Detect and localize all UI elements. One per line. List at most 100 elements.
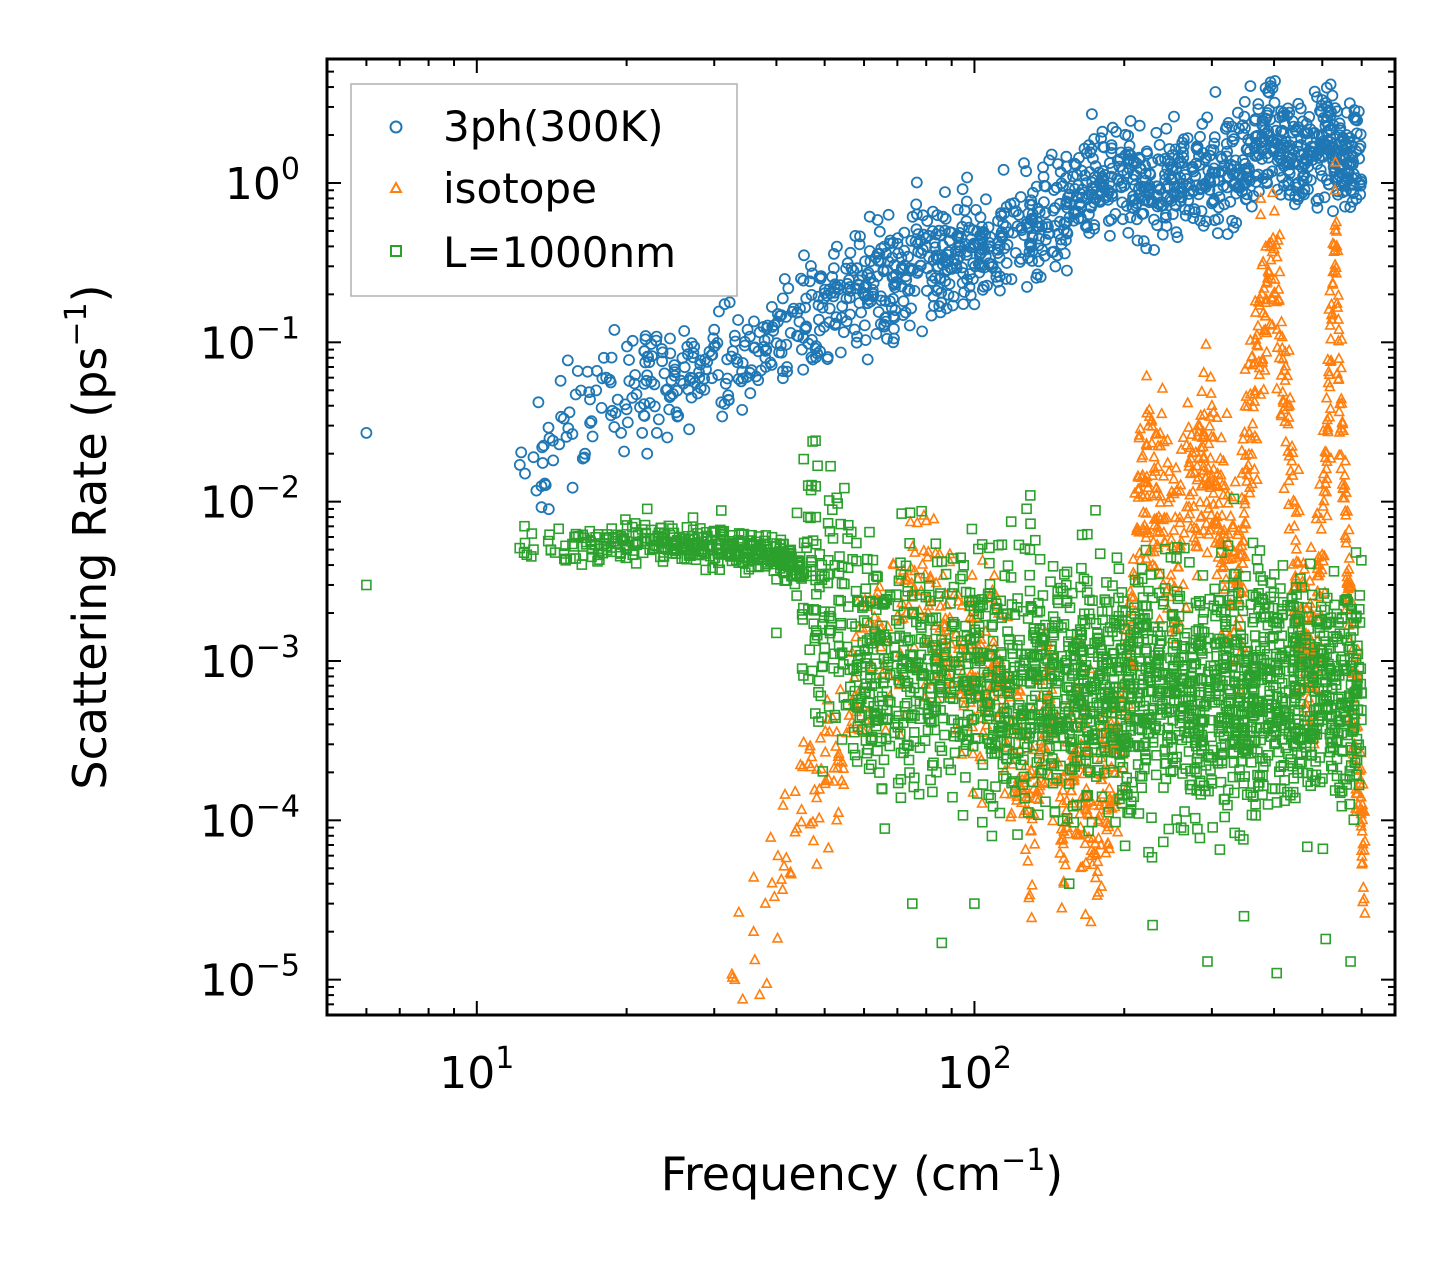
- data-point: [1177, 768, 1188, 779]
- data-point: [1326, 89, 1339, 102]
- data-point: [1211, 227, 1224, 240]
- data-point: [1347, 111, 1360, 124]
- data-point: [895, 792, 907, 804]
- data-point: [1105, 716, 1117, 728]
- data-point: [966, 523, 978, 535]
- data-point: [605, 351, 618, 364]
- data-point: [753, 988, 766, 1000]
- data-point: [1056, 796, 1069, 808]
- data-point: [1057, 874, 1070, 887]
- data-point: [1203, 785, 1214, 797]
- data-point: [816, 559, 828, 571]
- data-point: [1240, 192, 1253, 205]
- data-point: [1046, 814, 1059, 826]
- data-point: [1005, 516, 1017, 527]
- data-point: [1197, 523, 1210, 536]
- data-point: [977, 226, 989, 239]
- data-point: [1275, 368, 1288, 380]
- data-point: [1104, 229, 1116, 242]
- data-point: [1133, 428, 1146, 440]
- data-point: [1033, 205, 1046, 218]
- data-point: [983, 236, 995, 249]
- data-point: [1324, 662, 1335, 674]
- data-point: [1148, 518, 1161, 530]
- data-point: [1230, 677, 1241, 689]
- data-point: [1111, 825, 1124, 837]
- data-point: [668, 369, 681, 382]
- data-point: [1318, 588, 1330, 599]
- data-point: [1329, 155, 1342, 167]
- data-point: [1136, 724, 1148, 736]
- data-point: [1304, 123, 1317, 136]
- data-point: [1240, 389, 1253, 401]
- data-point: [1330, 266, 1343, 278]
- data-point: [1219, 122, 1232, 135]
- data-point: [1305, 558, 1316, 570]
- data-point: [893, 618, 905, 630]
- data-point: [805, 260, 817, 272]
- data-point: [698, 372, 711, 385]
- data-point: [997, 758, 1009, 770]
- data-point: [1025, 238, 1037, 251]
- data-point: [1093, 699, 1105, 711]
- data-point: [983, 789, 994, 801]
- data-point: [1136, 782, 1147, 794]
- data-point: [1208, 162, 1220, 175]
- data-point: [1157, 469, 1170, 481]
- data-point: [1047, 560, 1059, 572]
- data-point: [1079, 618, 1091, 630]
- data-point: [656, 346, 669, 359]
- data-point: [1046, 640, 1057, 652]
- data-point: [900, 560, 912, 572]
- data-point: [921, 215, 934, 227]
- data-point: [591, 364, 603, 377]
- data-point: [1315, 644, 1326, 655]
- data-point: [1058, 851, 1070, 863]
- data-point: [1234, 771, 1245, 783]
- data-point: [1226, 120, 1238, 133]
- data-point: [904, 767, 915, 778]
- data-point: [948, 581, 960, 593]
- data-point: [1083, 208, 1095, 221]
- data-point: [1191, 459, 1204, 471]
- data-point: [782, 282, 795, 295]
- data-point: [1321, 509, 1333, 521]
- data-point: [825, 460, 836, 472]
- data-point: [1146, 489, 1159, 501]
- data-point: [1353, 661, 1365, 673]
- data-point: [1336, 415, 1349, 427]
- data-point: [814, 548, 826, 560]
- data-point: [1338, 468, 1351, 480]
- series-3ph-300k-: [360, 75, 1368, 516]
- data-point: [694, 358, 707, 371]
- data-point: [1150, 769, 1162, 781]
- data-point: [1252, 98, 1265, 110]
- data-point: [1119, 128, 1132, 141]
- data-point: [960, 772, 971, 783]
- data-point: [1312, 550, 1325, 562]
- data-point: [1313, 716, 1325, 727]
- data-point: [950, 262, 963, 274]
- data-point: [1055, 901, 1068, 913]
- data-point: [1336, 727, 1348, 739]
- data-point: [987, 619, 999, 631]
- data-point: [1238, 506, 1250, 518]
- data-point: [1259, 295, 1272, 308]
- data-point: [1140, 544, 1152, 556]
- data-point: [1289, 495, 1301, 507]
- data-point: [810, 604, 822, 616]
- data-point: [1101, 577, 1112, 588]
- data-point: [1317, 656, 1329, 667]
- data-point: [1180, 180, 1193, 193]
- data-point: [892, 600, 904, 612]
- data-point: [897, 262, 910, 275]
- data-point: [877, 712, 889, 724]
- data-point: [1082, 528, 1093, 540]
- data-point: [1212, 496, 1225, 508]
- data-point: [766, 300, 778, 313]
- data-point: [1229, 787, 1240, 799]
- data-point: [1313, 477, 1326, 489]
- data-point: [1227, 221, 1240, 234]
- data-point: [726, 967, 738, 979]
- data-point: [1271, 340, 1284, 353]
